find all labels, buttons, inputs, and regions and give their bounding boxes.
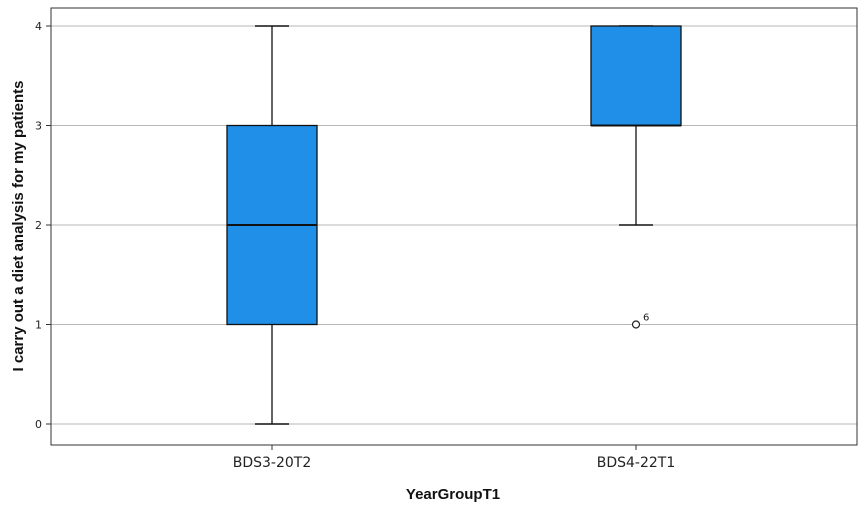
y-tick-label: 0: [35, 418, 42, 431]
y-tick-label: 4: [35, 20, 42, 33]
outlier-point: [631, 320, 641, 329]
y-axis-ticks: 0 1 2 3 4: [35, 20, 51, 431]
y-tick-label: 3: [35, 120, 42, 133]
box-BDS3-20T2: [226, 25, 318, 425]
plot-frame: [50, 7, 858, 446]
box-BDS4-22T1: 6: [590, 25, 682, 329]
plot-border: [50, 7, 858, 446]
y-axis-title: I carry out a diet analysis for my patie…: [10, 81, 27, 372]
x-axis-title: YearGroupT1: [406, 486, 500, 503]
y-tick-label: 1: [35, 319, 42, 332]
x-tick-label: BDS3-20T2: [233, 455, 312, 471]
outlier-label: 6: [643, 313, 649, 324]
iqr-box: [590, 25, 682, 127]
y-tick-label: 2: [35, 219, 42, 232]
x-tick-label: BDS4-22T1: [597, 455, 676, 471]
gridlines: [51, 25, 857, 425]
boxes: 6: [226, 25, 682, 425]
x-axis-ticks: BDS3-20T2 BDS4-22T1: [233, 445, 676, 471]
